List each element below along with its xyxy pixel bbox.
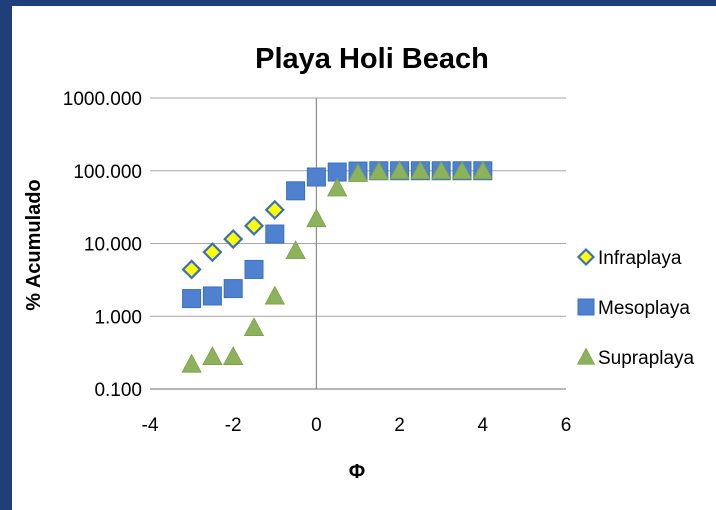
infraplaya-point (264, 199, 285, 220)
mesoplaya-point (286, 181, 306, 201)
x-tick-label: 0 (311, 415, 322, 436)
supraplaya-point (431, 160, 452, 180)
supraplaya-point (327, 177, 348, 197)
legend-label-supraplaya: Supraplaya (598, 348, 695, 369)
supraplaya-point (368, 161, 389, 180)
legend-marker-mesoplaya (577, 298, 595, 316)
supraplaya-point (389, 160, 410, 180)
supraplaya-point (285, 240, 306, 260)
infraplaya-point (243, 215, 265, 236)
supraplaya-point (410, 160, 431, 180)
mesoplaya-point (244, 259, 264, 279)
supraplaya-point (264, 285, 285, 305)
mesoplaya-point (202, 286, 222, 306)
supraplaya-point (472, 160, 493, 180)
y-tick-label: 100.000 (73, 162, 142, 183)
data-series (181, 160, 493, 373)
supraplaya-point (243, 317, 265, 336)
infraplaya-point (181, 259, 202, 280)
infraplaya-point (202, 242, 223, 263)
infraplaya-point (223, 229, 244, 250)
supraplaya-point (451, 160, 473, 180)
y-tick-label: 1000.000 (63, 89, 142, 110)
mesoplaya-point (306, 167, 326, 187)
chart-title: Playa Holi Beach (255, 43, 489, 75)
supraplaya-point (347, 163, 369, 182)
tick-labels: 0.100 1.000 10.000 100.000 1000.000 -4 -2 0 2 4 6 (63, 89, 572, 436)
x-tick-label: 6 (561, 415, 572, 436)
mesoplaya-point (182, 289, 202, 309)
supraplaya-point (202, 346, 223, 365)
series-supraplaya (181, 160, 493, 373)
axes (150, 98, 566, 390)
x-tick-label: -2 (225, 415, 242, 436)
supraplaya-point (223, 346, 244, 365)
supraplaya-point (181, 353, 202, 373)
x-tick-label: 2 (394, 415, 405, 436)
legend-marker-supraplaya (576, 347, 596, 365)
mesoplaya-point (223, 279, 243, 299)
mesoplaya-point (265, 224, 285, 244)
y-tick-label: 0.100 (94, 380, 142, 401)
legend-label-mesoplaya: Mesoplaya (598, 298, 690, 319)
y-tick-label: 1.000 (94, 307, 142, 328)
x-tick-label: -4 (142, 415, 159, 436)
supraplaya-point (306, 208, 327, 228)
legend: Infraplaya Mesoplaya Supraplaya (576, 247, 695, 369)
legend-marker-infraplaya (576, 247, 596, 267)
series-infraplaya (181, 199, 285, 280)
x-tick-label: 4 (478, 415, 489, 436)
y-tick-label: 10.000 (84, 235, 142, 256)
x-axis-label: Φ (349, 461, 365, 483)
y-axis-label: % Acumulado (23, 179, 45, 311)
legend-label-infraplaya: Infraplaya (598, 248, 682, 269)
